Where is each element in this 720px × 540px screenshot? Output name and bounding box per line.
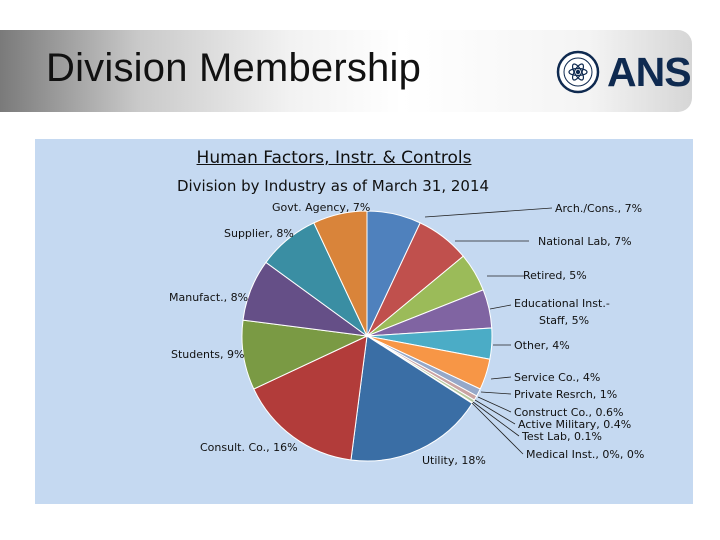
data-label-govt-agency: Govt. Agency, 7% (272, 201, 370, 214)
data-label-service-co: Service Co., 4% (514, 371, 600, 384)
leader-line-test-lab (472, 401, 520, 437)
data-label-arch-cons: Arch./Cons., 7% (555, 202, 642, 215)
data-label-national-lab: National Lab, 7% (538, 235, 632, 248)
data-label-retired: Retired, 5% (523, 269, 587, 282)
ans-seal-icon (556, 50, 600, 94)
data-label-educational-inst-staff: Educational Inst.-Staff, 5% (514, 297, 610, 327)
slide-title: Division Membership (46, 46, 422, 90)
leader-line-medical-inst (471, 402, 524, 455)
data-label-private-resrch: Private Resrch, 1% (514, 388, 617, 401)
data-label-supplier: Supplier, 8% (224, 227, 294, 240)
pie-slice-arch-cons (313, 210, 368, 337)
pie-slice-consult-co (253, 335, 368, 461)
chart-title: Human Factors, Instr. & Controls (196, 148, 472, 168)
leader-line-private-resrch (480, 391, 512, 395)
pie-slice-utility (350, 335, 473, 462)
data-label-utility: Utility, 18% (422, 454, 486, 467)
data-label-students: Students, 9% (171, 348, 244, 361)
leader-line-construct-co (477, 396, 512, 413)
data-label-test-lab: Test Lab, 0.1% (521, 430, 602, 443)
data-label-medical-inst: Medical Inst., 0%, 0% (526, 448, 644, 461)
chart-subtitle: Division by Industry as of March 31, 201… (176, 177, 490, 195)
data-label-manufact: Manufact., 8% (169, 291, 248, 304)
leader-line-service-co (490, 376, 512, 380)
leader-line-arch-cons (424, 207, 553, 218)
chart-panel: Human Factors, Instr. & Controls Divisio… (35, 139, 693, 504)
pie-chart: Govt. Agency, 7% National Lab, 7% Retired,… (169, 201, 644, 467)
ans-logo: ANS (555, 48, 692, 96)
logo-text: ANS (607, 49, 692, 95)
data-label-other: Other, 4% (514, 339, 570, 352)
leader-line-educational-inst-staff (489, 304, 512, 310)
leader-line-active-military (474, 399, 516, 425)
data-label-construct-co: Construct Co., 0.6% (514, 406, 623, 419)
data-label-active-military: Active Military, 0.4% (518, 418, 631, 431)
data-label-consult-co: Consult. Co., 16% (200, 441, 298, 454)
